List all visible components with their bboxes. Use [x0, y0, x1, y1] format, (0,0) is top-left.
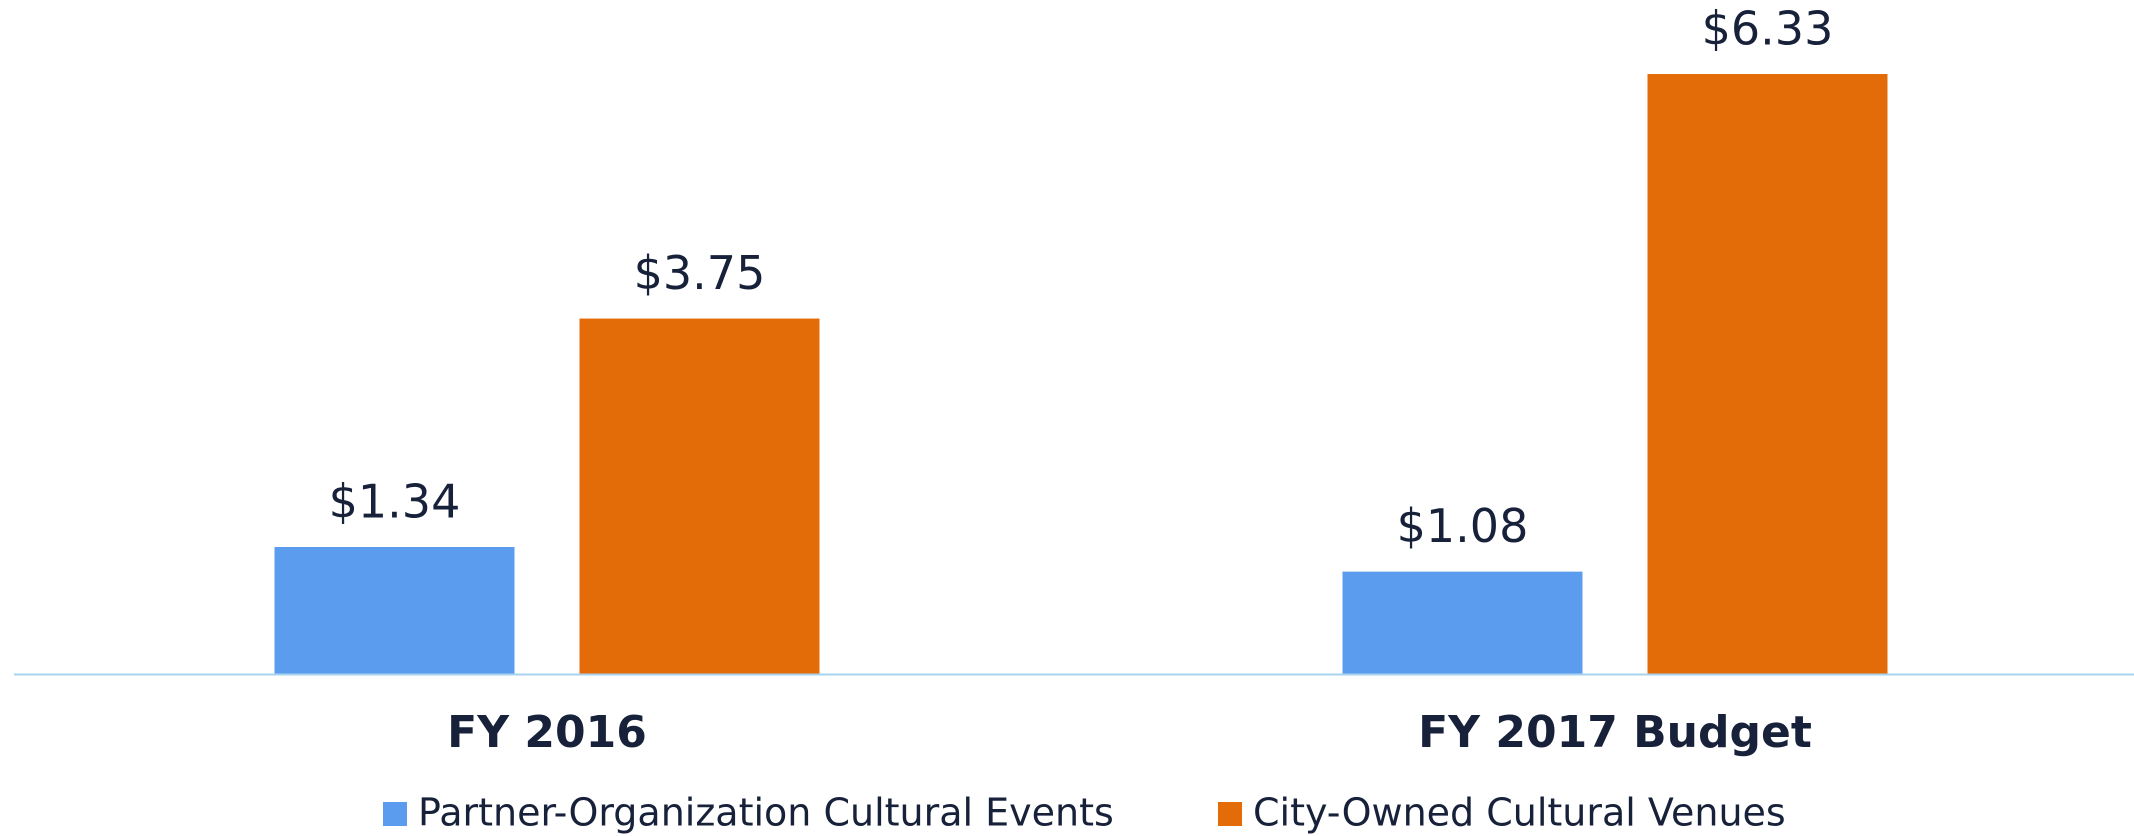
bar [579, 318, 820, 674]
bar [1342, 571, 1583, 674]
value-label: $3.75 [634, 246, 766, 300]
bar [274, 546, 515, 674]
legend-label: Partner-Organization Cultural Events [418, 791, 1114, 835]
x-tick-label: FY 2017 Budget [1418, 707, 1812, 758]
x-tick-label: FY 2016 [447, 707, 647, 758]
legend-swatch [383, 802, 407, 826]
bar [1647, 74, 1888, 674]
legend-label: City-Owned Cultural Venues [1253, 791, 1786, 835]
value-label: $6.33 [1702, 2, 1834, 56]
legend-swatch [1218, 802, 1242, 826]
value-label: $1.34 [329, 474, 461, 528]
value-label: $1.08 [1397, 499, 1529, 553]
